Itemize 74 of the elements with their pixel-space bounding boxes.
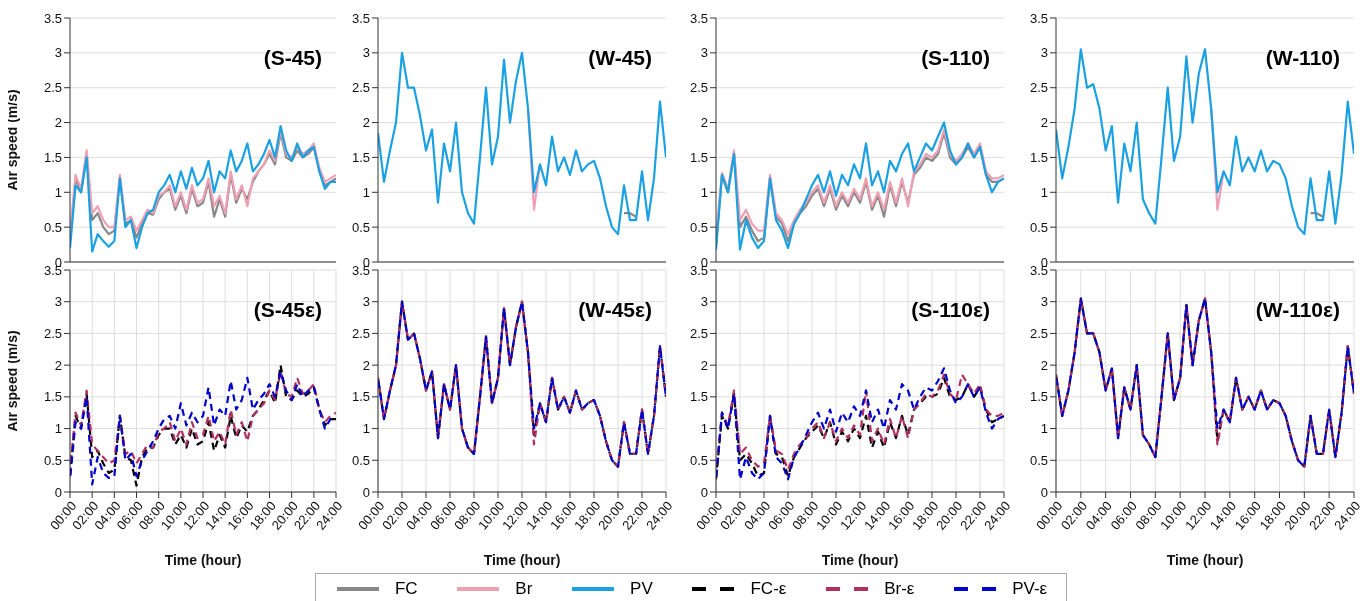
x-axis-title: Time (hour) — [820, 552, 900, 568]
y-tick-label: 3 — [1040, 294, 1048, 310]
annotation: (W-110) — [1265, 46, 1340, 70]
y-tick-label: 3 — [700, 45, 708, 61]
y-tick-label: 2.5 — [689, 326, 708, 342]
y-tick-label: 2 — [362, 115, 370, 131]
annotation: (W-45) — [588, 46, 652, 70]
y-tick-label: 2.5 — [1029, 80, 1048, 96]
legend-label: FC — [394, 579, 418, 599]
y-tick-label: 3 — [1040, 45, 1048, 61]
legend-label: FC-ε — [750, 579, 787, 599]
y-tick-label: 2 — [700, 357, 708, 373]
legend-label: PV — [630, 579, 653, 599]
x-axis-title: Time (hour) — [1165, 552, 1245, 568]
y-tick-label: 1 — [54, 421, 62, 437]
y-tick-label: 3 — [54, 294, 62, 310]
y-tick-label: 1 — [362, 421, 370, 437]
y-tick-label: 0 — [700, 484, 708, 500]
annotation: (S-45) — [263, 46, 322, 70]
y-tick-label: 0.5 — [689, 452, 708, 468]
y-tick-label: 1.5 — [43, 150, 62, 166]
legend-label: Br-ε — [884, 579, 915, 599]
y-tick-label: 3 — [700, 294, 708, 310]
legend-label: PV-ε — [1012, 579, 1048, 599]
y-tick-label: 1 — [1040, 421, 1048, 437]
y-tick-label: 2 — [54, 357, 62, 373]
y-tick-label: 0.5 — [351, 452, 370, 468]
y-tick-label: 2.5 — [43, 326, 62, 342]
y-tick-label: 3 — [54, 45, 62, 61]
annotation: (S-110) — [921, 46, 990, 70]
y-tick-label: 3.5 — [43, 10, 62, 26]
y-tick-label: 2 — [1040, 115, 1048, 131]
legend-label: Br — [515, 579, 533, 599]
y-tick-label: 1 — [700, 421, 708, 437]
y-tick-label: 1.5 — [1029, 150, 1048, 166]
y-tick-label: 0 — [1040, 484, 1048, 500]
x-axis-title: Time (hour) — [482, 552, 562, 568]
y-tick-label: 2 — [362, 357, 370, 373]
x-axis-title: Time (hour) — [163, 552, 243, 568]
y-tick-label: 3 — [362, 45, 370, 61]
y-tick-label: 1 — [54, 184, 62, 200]
y-tick-label: 2.5 — [43, 80, 62, 96]
y-tick-label: 1.5 — [689, 389, 708, 405]
y-tick-label: 3.5 — [1029, 10, 1048, 26]
y-tick-label: 1.5 — [689, 150, 708, 166]
y-tick-label: 1.5 — [351, 150, 370, 166]
y-tick-label: 2.5 — [1029, 326, 1048, 342]
annotation: (W-45ε) — [578, 298, 652, 322]
y-tick-label: 0.5 — [1029, 219, 1048, 235]
y-tick-label: 0 — [54, 484, 62, 500]
y-tick-label: 1 — [700, 184, 708, 200]
y-tick-label: 2 — [700, 115, 708, 131]
y-tick-label: 3 — [362, 294, 370, 310]
y-tick-label: 0.5 — [1029, 452, 1048, 468]
y-tick-label: 0.5 — [351, 219, 370, 235]
annotation: (S-45ε) — [253, 298, 322, 322]
y-tick-label: 1.5 — [43, 389, 62, 405]
y-tick-label: 1.5 — [1029, 389, 1048, 405]
y-tick-label: 2.5 — [351, 326, 370, 342]
y-tick-label: 1 — [362, 184, 370, 200]
y-tick-label: 2 — [1040, 357, 1048, 373]
y-tick-label: 0.5 — [689, 219, 708, 235]
y-tick-label: 0.5 — [43, 452, 62, 468]
y-tick-label: 0.5 — [43, 219, 62, 235]
y-tick-label: 1.5 — [351, 389, 370, 405]
y-tick-label: 1 — [1040, 184, 1048, 200]
y-tick-label: 2 — [54, 115, 62, 131]
y-tick-label: 0 — [362, 484, 370, 500]
y-tick-label: 3.5 — [689, 10, 708, 26]
y-tick-label: 3.5 — [351, 10, 370, 26]
y-tick-label: 2.5 — [689, 80, 708, 96]
annotation: (S-110ε) — [911, 298, 990, 322]
annotation: (W-110ε) — [1255, 298, 1340, 322]
y-tick-label: 2.5 — [351, 80, 370, 96]
